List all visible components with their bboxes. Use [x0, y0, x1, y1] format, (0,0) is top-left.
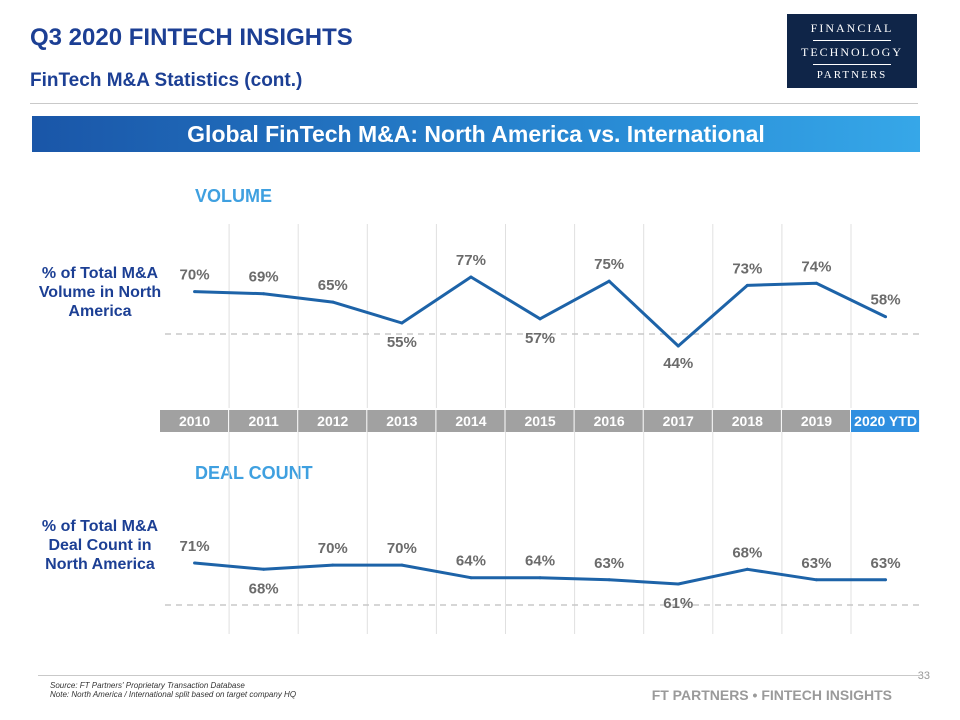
logo-rule-top	[813, 40, 891, 41]
section-banner: Global FinTech M&A: North America vs. In…	[32, 116, 920, 152]
x-tick-label: 2017	[663, 413, 694, 429]
logo-rule-bottom	[813, 64, 891, 65]
deal-data-label: 63%	[801, 555, 831, 572]
deal-count-section-label: DEAL COUNT	[195, 463, 313, 483]
volume-section-label: VOLUME	[195, 186, 273, 206]
deal-data-point	[193, 561, 197, 565]
deal-count-row-label: % of Total M&A Deal Count in North Ameri…	[41, 518, 159, 573]
deal-data-point	[469, 576, 473, 580]
x-tick-label: 2014	[455, 413, 486, 429]
volume-data-point	[193, 290, 197, 294]
x-tick-label: 2013	[386, 413, 417, 429]
year-cell	[643, 410, 712, 432]
volume-data-label: 77%	[456, 252, 486, 269]
volume-data-point	[469, 275, 473, 279]
deal-data-label: 63%	[871, 555, 901, 572]
year-cell	[712, 410, 781, 432]
x-tick-label: 2016	[594, 413, 625, 429]
year-cell	[574, 410, 643, 432]
year-cell	[367, 410, 436, 432]
volume-data-label: 74%	[801, 258, 831, 275]
year-cell	[781, 410, 850, 432]
deal-data-label: 68%	[249, 580, 279, 597]
deal-data-point	[538, 576, 542, 580]
deal-data-point	[607, 578, 611, 582]
volume-data-point	[538, 317, 542, 321]
volume-data-label: 58%	[871, 292, 901, 309]
volume-data-label: 44%	[663, 355, 693, 372]
volume-row-label: % of Total M&A Volume in North America	[38, 265, 162, 320]
volume-data-point	[400, 321, 404, 325]
x-tick-label: 2011	[248, 413, 279, 429]
x-tick-label: 2010	[179, 413, 210, 429]
volume-data-point	[331, 300, 335, 304]
year-cell	[505, 410, 574, 432]
volume-data-label: 70%	[180, 267, 210, 284]
footer-divider	[38, 675, 920, 676]
x-tick-label: 2012	[317, 413, 348, 429]
deal-data-label: 61%	[663, 595, 693, 612]
header-divider	[30, 103, 918, 104]
year-cell	[229, 410, 298, 432]
volume-data-label: 55%	[387, 334, 417, 351]
page-subtitle: FinTech M&A Statistics (cont.)	[30, 70, 303, 91]
source-note: Source: FT Partners' Proprietary Transac…	[50, 681, 245, 690]
year-cell	[851, 410, 920, 432]
deal-data-point	[676, 582, 680, 586]
deal-data-point	[262, 567, 266, 571]
deal-data-point	[884, 578, 888, 582]
volume-data-point	[607, 279, 611, 283]
x-tick-label: 2018	[732, 413, 763, 429]
volume-data-label: 57%	[525, 330, 555, 347]
split-note: Note: North America / International spli…	[50, 690, 297, 699]
deal-data-label: 70%	[318, 540, 348, 557]
volume-data-point	[676, 344, 680, 348]
volume-data-label: 69%	[249, 269, 279, 286]
volume-data-label: 75%	[594, 256, 624, 273]
page-title: Q3 2020 FINTECH INSIGHTS	[30, 24, 353, 51]
year-cell	[160, 410, 229, 432]
page-number: 33	[917, 670, 930, 682]
deal-data-label: 64%	[456, 553, 486, 570]
ftp-logo: FINANCIAL TECHNOLOGY PARTNERS	[787, 14, 917, 88]
volume-data-label: 65%	[318, 277, 348, 294]
volume-data-label: 73%	[732, 260, 762, 277]
volume-data-point	[814, 281, 818, 285]
deal-data-label: 68%	[732, 544, 762, 561]
x-tick-label: 2015	[524, 413, 555, 429]
x-tick-label: 2020 YTD	[854, 413, 917, 429]
logo-line-1: FINANCIAL	[810, 21, 894, 35]
volume-data-point	[745, 283, 749, 287]
deal-data-label: 64%	[525, 553, 555, 570]
volume-data-point	[884, 315, 888, 319]
deal-data-point	[745, 567, 749, 571]
footer-brand: FT PARTNERS • FINTECH INSIGHTS	[651, 687, 892, 703]
deal-data-label: 71%	[180, 538, 210, 555]
deal-data-label: 70%	[387, 540, 417, 557]
year-cell	[298, 410, 367, 432]
deal-data-point	[814, 578, 818, 582]
year-cell	[436, 410, 505, 432]
volume-data-point	[262, 292, 266, 296]
deal-data-point	[400, 563, 404, 567]
logo-line-3: PARTNERS	[816, 69, 888, 81]
deal-data-label: 63%	[594, 555, 624, 572]
logo-line-2: TECHNOLOGY	[801, 45, 903, 59]
deal-data-point	[331, 563, 335, 567]
x-tick-label: 2019	[801, 413, 832, 429]
